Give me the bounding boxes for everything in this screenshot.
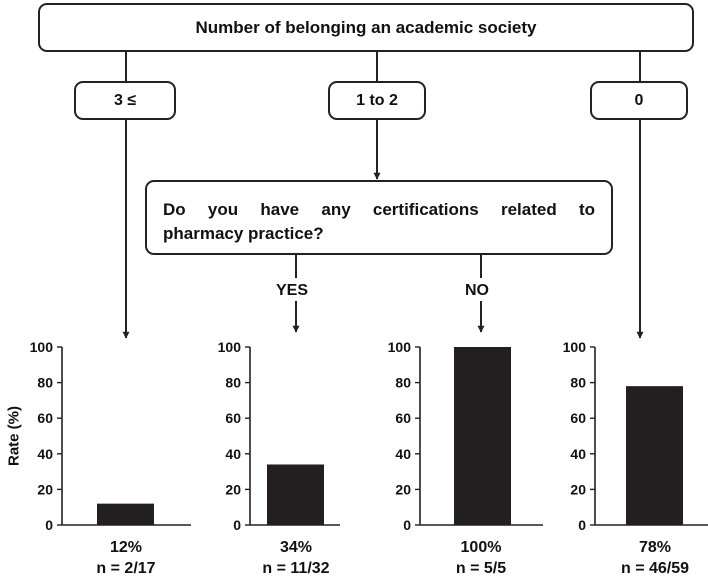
category-box-3-or-more: 3 ≤	[74, 81, 176, 120]
chart-3-caption: 100% n = 5/5	[416, 537, 546, 579]
chart-1-bar	[97, 503, 154, 525]
chart-4-tick-label-20: 20	[570, 481, 586, 497]
chart-4-tick-label-0: 0	[578, 517, 586, 533]
chart-4-n: n = 46/59	[620, 560, 690, 577]
chart-4-percent: 78%	[638, 539, 672, 556]
chart-1-n: n = 2/17	[96, 560, 156, 577]
chart-3-tick-label-20: 20	[395, 481, 411, 497]
chart-2-caption: 34% n = 11/32	[231, 537, 361, 579]
chart-3-tick-label-40: 40	[395, 446, 411, 462]
chart-3-tick-label-80: 80	[395, 375, 411, 391]
chart-4-bar	[626, 386, 683, 525]
chart-3-n: n = 5/5	[455, 560, 507, 577]
chart-1-percent: 12%	[109, 539, 143, 556]
chart-3-bar	[454, 347, 511, 525]
chart-1-tick-label-80: 80	[37, 375, 53, 391]
question-line-2: pharmacy practice?	[163, 224, 324, 243]
question-line-1: Do you have any certifications related t…	[163, 200, 595, 219]
branch-label-no: NO	[465, 282, 489, 299]
chart-4-caption: 78% n = 46/59	[590, 537, 708, 579]
chart-2-tick-label-0: 0	[233, 517, 241, 533]
chart-2-tick-label-100: 100	[218, 339, 242, 355]
chart-4-tick-label-100: 100	[563, 339, 587, 355]
chart-2-n: n = 11/32	[262, 560, 330, 577]
chart-3-tick-label-60: 60	[395, 410, 411, 426]
chart-2-percent: 34%	[279, 539, 313, 556]
y-axis-label: Rate (%)	[5, 405, 23, 467]
chart-1-tick-label-100: 100	[30, 339, 54, 355]
question-box: Do you have any certifications related t…	[145, 180, 613, 255]
chart-1-tick-label-40: 40	[37, 446, 53, 462]
chart-2-tick-label-40: 40	[225, 446, 241, 462]
chart-1-tick-label-0: 0	[45, 517, 53, 533]
chart-4-tick-label-80: 80	[570, 375, 586, 391]
page-title: Number of belonging an academic society	[38, 3, 694, 52]
chart-4-tick-label-60: 60	[570, 410, 586, 426]
category-box-1-to-2: 1 to 2	[328, 81, 426, 120]
chart-3-tick-label-0: 0	[403, 517, 411, 533]
chart-1-tick-label-20: 20	[37, 481, 53, 497]
chart-2-bar	[267, 464, 324, 525]
category-box-0: 0	[590, 81, 688, 120]
chart-2-tick-label-60: 60	[225, 410, 241, 426]
chart-1-tick-label-60: 60	[37, 410, 53, 426]
branch-label-yes: YES	[276, 282, 309, 299]
chart-1-caption: 12% n = 2/17	[61, 537, 191, 579]
chart-2-tick-label-80: 80	[225, 375, 241, 391]
chart-3-percent: 100%	[460, 539, 502, 556]
chart-2-tick-label-20: 20	[225, 481, 241, 497]
chart-3-tick-label-100: 100	[388, 339, 412, 355]
chart-4-tick-label-40: 40	[570, 446, 586, 462]
